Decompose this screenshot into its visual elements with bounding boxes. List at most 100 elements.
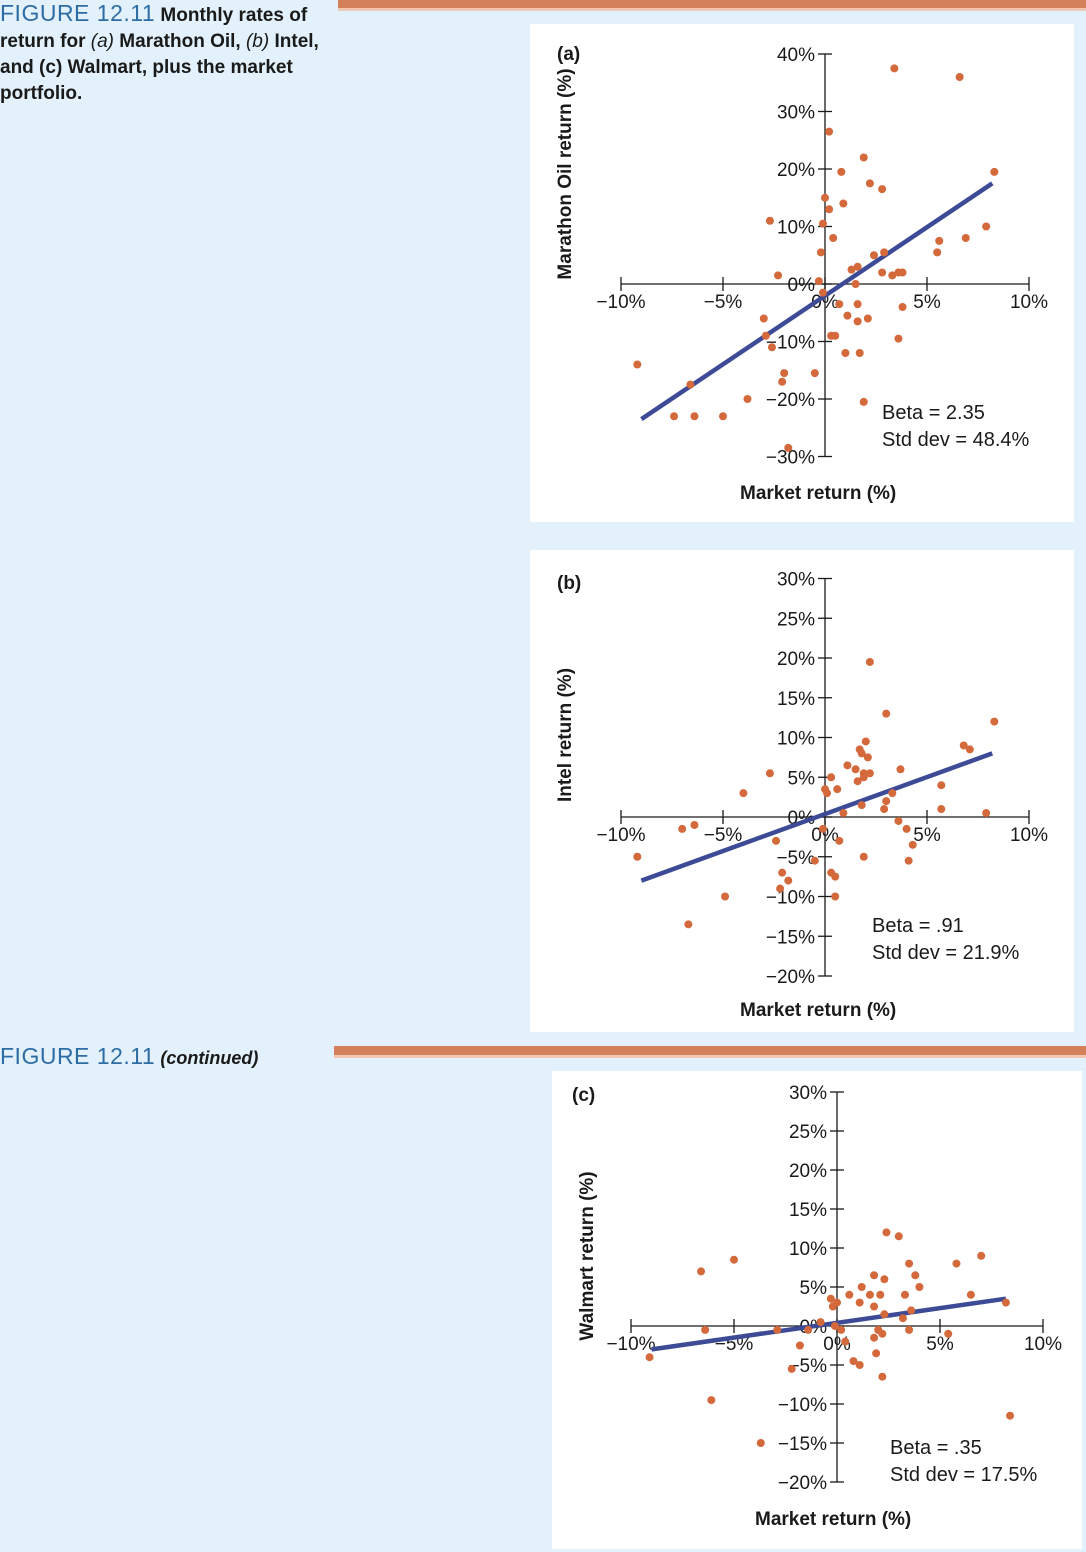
data-point xyxy=(866,1291,874,1299)
x-tick-label: 5% xyxy=(913,825,941,846)
data-point xyxy=(856,349,864,357)
data-point xyxy=(899,303,907,311)
data-point xyxy=(876,1291,884,1299)
data-point xyxy=(870,251,878,259)
data-point xyxy=(895,1232,903,1240)
data-point xyxy=(819,825,827,833)
data-point xyxy=(966,745,974,753)
data-point xyxy=(864,315,872,323)
figure-caption: FIGURE 12.11 Monthly rates of return for… xyxy=(0,0,320,107)
data-point xyxy=(860,154,868,162)
data-point xyxy=(952,1260,960,1268)
data-point xyxy=(882,797,890,805)
std-dev-annotation: Std dev = 21.9% xyxy=(872,942,1020,964)
data-point xyxy=(907,1306,915,1314)
data-point xyxy=(905,1326,913,1334)
data-point xyxy=(766,769,774,777)
y-tick-label: 25% xyxy=(777,609,815,630)
data-point xyxy=(872,1349,880,1357)
beta-annotation: Beta = .91 xyxy=(872,915,964,937)
chart-walmart: −10%−5%0%5%10%30%25%20%15%10%5%0%−5%−10%… xyxy=(552,1071,1082,1549)
y-tick-label: 30% xyxy=(777,103,815,124)
data-point xyxy=(866,658,874,666)
data-point xyxy=(854,317,862,325)
y-tick-label: 10% xyxy=(777,218,815,239)
data-point xyxy=(878,1330,886,1338)
continued-caption: FIGURE 12.11 (continued) xyxy=(0,1043,258,1070)
data-point xyxy=(690,821,698,829)
data-point xyxy=(776,885,784,893)
data-point xyxy=(935,237,943,245)
data-point xyxy=(903,825,911,833)
data-point xyxy=(878,269,886,277)
y-tick-label: −5% xyxy=(776,848,815,869)
data-point xyxy=(856,745,864,753)
y-tick-label: 40% xyxy=(777,45,815,66)
data-point xyxy=(760,315,768,323)
x-tick-label: −10% xyxy=(606,1334,655,1355)
y-tick-label: 20% xyxy=(777,160,815,181)
figure-label: FIGURE 12.11 xyxy=(0,0,155,26)
panel-c: −10%−5%0%5%10%30%25%20%15%10%5%0%−5%−10%… xyxy=(552,1071,1082,1549)
y-tick-label: 5% xyxy=(788,768,816,789)
data-point xyxy=(811,369,819,377)
y-tick-label: −20% xyxy=(778,1473,827,1494)
y-tick-label: −20% xyxy=(766,967,815,988)
data-point xyxy=(845,1291,853,1299)
data-point xyxy=(878,185,886,193)
data-point xyxy=(888,789,896,797)
x-tick-label: −5% xyxy=(704,825,743,846)
std-dev-annotation: Std dev = 48.4% xyxy=(882,429,1030,451)
data-point xyxy=(804,1326,812,1334)
data-point xyxy=(686,381,694,389)
data-point xyxy=(701,1326,709,1334)
data-point xyxy=(858,1283,866,1291)
data-point xyxy=(860,853,868,861)
y-axis-title: Intel return (%) xyxy=(555,668,576,802)
data-point xyxy=(848,266,856,274)
data-point xyxy=(819,289,827,297)
data-point xyxy=(835,300,843,308)
data-point xyxy=(899,269,907,277)
y-tick-label: 10% xyxy=(789,1239,827,1260)
data-point xyxy=(817,1318,825,1326)
data-point xyxy=(811,857,819,865)
data-point xyxy=(768,343,776,351)
data-point xyxy=(778,378,786,386)
y-tick-label: 25% xyxy=(789,1122,827,1143)
x-tick-label: 5% xyxy=(913,292,941,313)
data-point xyxy=(833,785,841,793)
data-point xyxy=(905,857,913,865)
data-point xyxy=(944,1330,952,1338)
data-point xyxy=(870,1334,878,1342)
data-point xyxy=(835,837,843,845)
data-point xyxy=(788,1365,796,1373)
data-point xyxy=(829,1303,837,1311)
data-point xyxy=(1006,1412,1014,1420)
top-rule xyxy=(338,0,1086,8)
data-point xyxy=(864,753,872,761)
data-point xyxy=(819,220,827,228)
x-axis-title: Market return (%) xyxy=(740,1000,896,1021)
data-point xyxy=(860,398,868,406)
caption-text-2: (a) xyxy=(91,31,114,52)
data-point xyxy=(990,718,998,726)
data-point xyxy=(860,773,868,781)
y-tick-label: 5% xyxy=(800,1278,828,1299)
data-point xyxy=(882,710,890,718)
chart-intel: −10% −5% 0% 5% 10%30%25%20%15%10%5%0%−5%−10%… xyxy=(530,550,1074,1032)
data-point xyxy=(690,412,698,420)
data-point xyxy=(829,234,837,242)
data-point xyxy=(901,1291,909,1299)
chart-marathon-oil: −10% −5% 0% 5% 10%40%30%20%10%0%−10%−20%−30%… xyxy=(530,24,1074,522)
data-point xyxy=(825,205,833,213)
caption-text-3: Marathon Oil, xyxy=(114,31,246,52)
data-point xyxy=(841,349,849,357)
data-point xyxy=(831,893,839,901)
data-point xyxy=(967,1291,975,1299)
data-point xyxy=(670,412,678,420)
panel-label: (a) xyxy=(557,44,580,65)
data-point xyxy=(937,781,945,789)
data-point xyxy=(880,248,888,256)
y-tick-label: 30% xyxy=(777,570,815,591)
